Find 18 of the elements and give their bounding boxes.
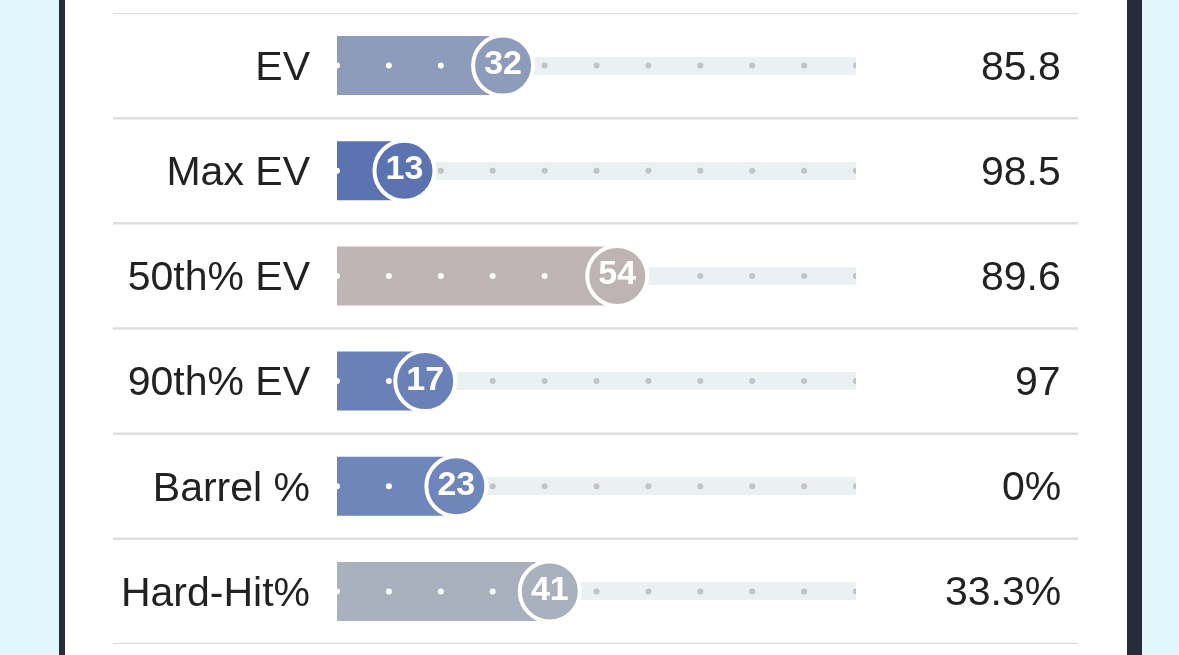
text: 97: [1015, 358, 1061, 404]
data-label: 17: [406, 358, 445, 397]
y-tick-label: Hard-Hit%: [120, 568, 310, 615]
data-label: 41: [530, 568, 569, 607]
text: 85.8: [981, 43, 1061, 89]
data-label: 23: [437, 463, 476, 502]
text: 0%: [1002, 463, 1062, 509]
y-tick-label: Barrel %: [152, 463, 310, 510]
text: 33.3%: [945, 568, 1062, 614]
y-tick-label: Max EV: [166, 148, 311, 195]
y-tick-label: EV: [255, 42, 311, 89]
y-tick-label: 50th% EV: [127, 253, 311, 300]
data-label: 32: [484, 43, 522, 82]
data-label: 54: [598, 253, 637, 292]
data-label: 13: [385, 148, 424, 187]
text: 98.5: [981, 148, 1061, 194]
y-tick-label: 90th% EV: [127, 358, 311, 405]
text: 89.6: [981, 253, 1061, 299]
